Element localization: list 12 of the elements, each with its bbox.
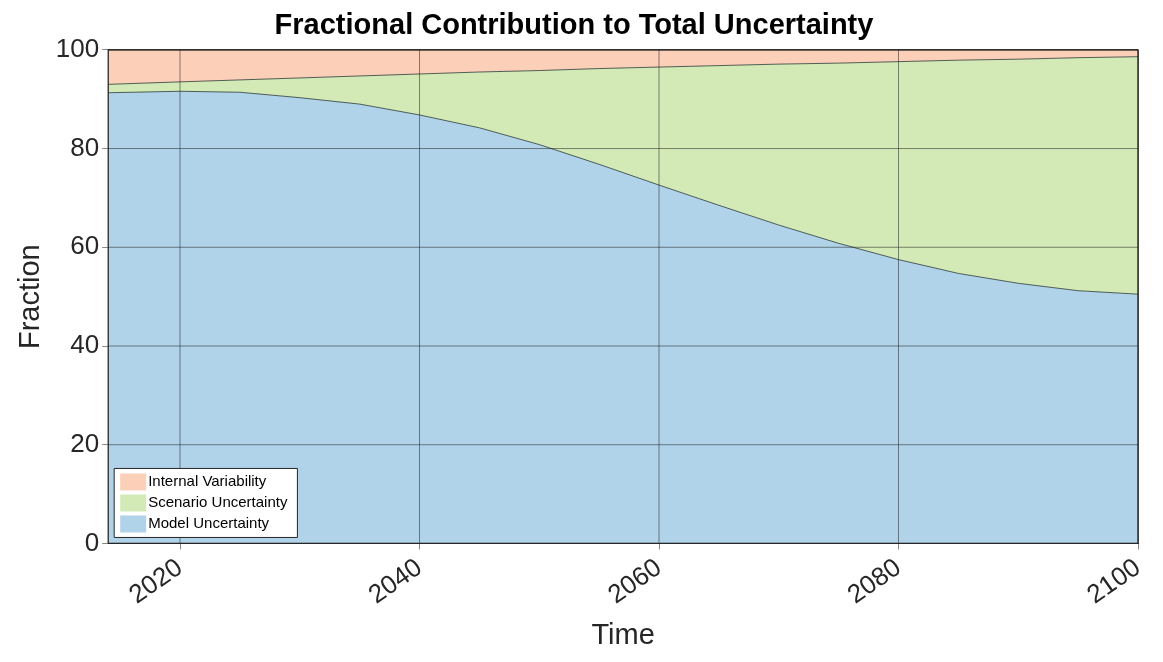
y-axis-title: Fraction bbox=[13, 244, 46, 350]
legend-label: Scenario Uncertainty bbox=[148, 493, 288, 511]
x-axis-title: Time bbox=[591, 617, 655, 650]
y-tick-label: 60 bbox=[70, 230, 100, 261]
chart-title: Fractional Contribution to Total Uncertainty bbox=[274, 8, 874, 41]
y-tick-label: 20 bbox=[70, 427, 100, 458]
y-tick-label: 0 bbox=[84, 526, 100, 557]
legend-label: Model Uncertainty bbox=[148, 514, 270, 532]
y-tick-label: 80 bbox=[70, 131, 100, 162]
y-tick-label: 100 bbox=[55, 32, 100, 63]
legend-label: Internal Variability bbox=[148, 472, 267, 490]
y-tick-label: 40 bbox=[70, 329, 100, 360]
